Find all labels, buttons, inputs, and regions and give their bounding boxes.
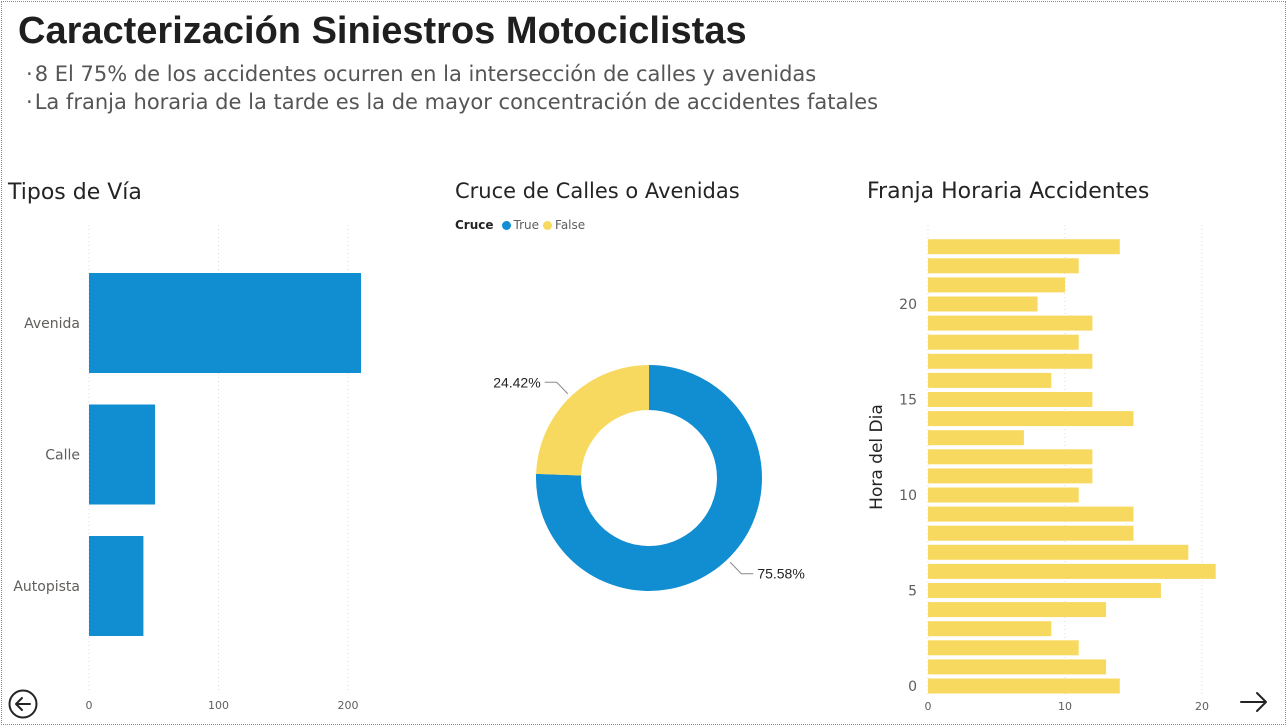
insight-bullet-1: 8 El 75% de los accidentes ocurren en la… <box>26 60 878 88</box>
y-axis-title: Hora del Dia <box>867 404 887 510</box>
legend-title: Cruce <box>455 218 494 232</box>
data-label-true: 75.58% <box>757 566 804 582</box>
chart-title-cruce: Cruce de Calles o Avenidas <box>455 179 740 203</box>
legend-true-label[interactable]: True <box>513 218 540 232</box>
bar-hour-10[interactable] <box>928 487 1079 503</box>
x-tick-label: 10 <box>1058 700 1072 713</box>
chart-title-tipos-via: Tipos de Vía <box>8 180 142 205</box>
data-label-false: 24.42% <box>493 374 540 390</box>
bar-hour-9[interactable] <box>928 506 1134 522</box>
bar-calle[interactable] <box>89 404 156 505</box>
bar-hour-22[interactable] <box>928 258 1079 274</box>
page-title: Caracterización Siniestros Motociclistas <box>18 10 747 52</box>
bar-hour-21[interactable] <box>928 277 1065 293</box>
bar-hour-4[interactable] <box>928 602 1107 618</box>
bar-hour-7[interactable] <box>928 544 1189 560</box>
x-tick-label: 20 <box>1195 700 1209 713</box>
chart-title-franja: Franja Horaria Accidentes <box>867 179 1150 204</box>
leader-line <box>729 561 754 575</box>
y-tick-label: 0 <box>908 679 917 695</box>
bar-hour-18[interactable] <box>928 334 1079 350</box>
insight-bullet-2: La franja horaria de la tarde es la de m… <box>26 88 878 116</box>
category-label: Avenida <box>24 316 80 332</box>
slice-true[interactable] <box>536 365 762 591</box>
bar-hour-16[interactable] <box>928 372 1052 388</box>
bar-hour-19[interactable] <box>928 315 1093 331</box>
bar-hour-5[interactable] <box>928 583 1161 598</box>
bar-hour-17[interactable] <box>928 353 1093 369</box>
legend-true-swatch <box>501 220 511 230</box>
bar-hour-20[interactable] <box>928 296 1038 312</box>
category-label: Autopista <box>13 579 80 595</box>
y-tick-label: 15 <box>899 393 917 409</box>
y-tick-label: 20 <box>899 297 917 313</box>
bar-hour-11[interactable] <box>928 468 1093 484</box>
category-label: Calle <box>45 448 80 464</box>
x-tick-label: 100 <box>208 699 229 712</box>
bar-hour-0[interactable] <box>928 678 1120 694</box>
y-tick-label: 10 <box>899 488 917 504</box>
bar-hour-23[interactable] <box>928 239 1120 255</box>
cruce-legend: Cruce True False <box>455 218 589 232</box>
bar-avenida[interactable] <box>89 273 361 373</box>
slice-false[interactable] <box>536 365 649 476</box>
leader-line <box>544 381 569 395</box>
bar-hour-12[interactable] <box>928 449 1093 465</box>
legend-false-swatch <box>543 220 553 230</box>
bar-autopista[interactable] <box>89 536 144 636</box>
bar-hour-15[interactable] <box>928 392 1093 407</box>
bar-hour-8[interactable] <box>928 525 1134 541</box>
x-tick-label: 0 <box>86 699 93 712</box>
bar-hour-2[interactable] <box>928 640 1079 656</box>
legend-false-label[interactable]: False <box>555 218 586 232</box>
x-tick-label: 0 <box>925 700 932 713</box>
next-arrow-icon[interactable] <box>1238 686 1270 718</box>
bar-hour-6[interactable] <box>928 563 1216 579</box>
bar-hour-3[interactable] <box>928 621 1052 637</box>
insight-bullets: 8 El 75% de los accidentes ocurren en la… <box>26 60 878 116</box>
x-tick-label: 200 <box>338 699 359 712</box>
bar-hour-14[interactable] <box>928 411 1134 427</box>
bar-hour-1[interactable] <box>928 659 1107 675</box>
bar-hour-13[interactable] <box>928 430 1024 446</box>
back-arrow-icon[interactable] <box>7 688 39 720</box>
y-tick-label: 5 <box>908 584 917 600</box>
